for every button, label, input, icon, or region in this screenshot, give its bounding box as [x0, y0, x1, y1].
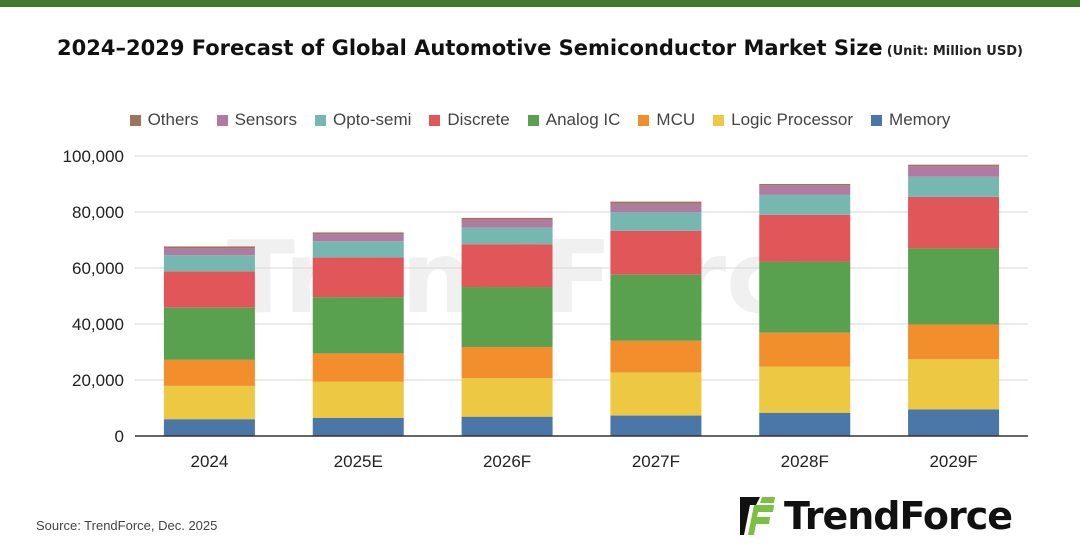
bar-segment-mcu [610, 340, 702, 373]
bar-segment-opto-semi [908, 176, 1000, 197]
bar-segment-analog-ic [759, 261, 851, 333]
legend-swatch [129, 114, 141, 126]
bar-segment-others [908, 164, 1000, 167]
bar-segment-sensors [610, 203, 702, 213]
legend-label: Discrete [447, 110, 510, 129]
source-note: Source: TrendForce, Dec. 2025 [36, 518, 218, 533]
bar-segment-analog-ic [908, 248, 1000, 325]
legend-label: Others [147, 110, 199, 129]
chart-title: 2024–2029 Forecast of Global Automotive … [0, 36, 1080, 60]
bar-segment-memory [461, 416, 553, 436]
title-text: 2024–2029 Forecast of Global Automotive … [57, 36, 883, 60]
bar-segment-mcu [759, 332, 851, 367]
bar-segment-logic-processor [908, 359, 1000, 410]
bar-segment-others [461, 217, 553, 220]
bar-segment-memory [908, 409, 1000, 436]
y-tick-label: 100,000 [63, 147, 124, 166]
bar-segment-opto-semi [461, 227, 553, 245]
legend-label: Sensors [234, 110, 297, 129]
bar-segment-logic-processor [759, 366, 851, 413]
bar-segment-sensors [312, 234, 404, 242]
bar-segment-logic-processor [163, 385, 255, 420]
x-tick-label: 2029F [929, 452, 977, 471]
legend-item: MCU [638, 110, 695, 130]
bar-segment-discrete [759, 214, 851, 262]
y-tick-label: 80,000 [72, 203, 124, 222]
legend-label: MCU [656, 110, 696, 129]
x-tick-label: 2025E [334, 452, 383, 471]
legend-swatch [638, 114, 650, 126]
bar-segment-discrete [908, 196, 1000, 249]
legend-label: Memory [889, 110, 951, 129]
bar-segment-logic-processor [610, 372, 702, 416]
bar-segment-logic-processor [312, 381, 404, 418]
bar-segment-opto-semi [610, 212, 702, 231]
legend-item: Opto-semi [314, 110, 412, 130]
unit-label: (Unit: Million USD) [886, 44, 1023, 59]
x-tick-label: 2024 [191, 452, 229, 471]
y-tick-label: 0 [115, 427, 124, 446]
bar-segment-discrete [163, 271, 255, 308]
legend-swatch [527, 114, 539, 126]
legend-item: Analog IC [527, 110, 621, 130]
bar-segment-discrete [610, 230, 702, 275]
top-accent-bar [0, 0, 1080, 7]
legend-label: Logic Processor [731, 110, 854, 129]
trendforce-logo: TrendForce [738, 494, 1013, 538]
bar-segment-sensors [759, 185, 851, 195]
legend-label: Analog IC [545, 110, 621, 129]
legend-label: Opto-semi [332, 110, 412, 129]
y-tick-label: 20,000 [72, 371, 124, 390]
legend-swatch [871, 114, 883, 126]
bar-segment-sensors [908, 166, 1000, 177]
x-tick-label: 2027F [632, 452, 680, 471]
legend-item: Logic Processor [713, 110, 853, 130]
y-tick-label: 60,000 [72, 259, 124, 278]
x-tick-label: 2028F [781, 452, 829, 471]
legend-swatch [314, 114, 326, 126]
bar-segment-mcu [908, 324, 1000, 360]
bar-segment-memory [163, 419, 255, 436]
bar-segment-analog-ic [610, 274, 702, 341]
bar-segment-memory [610, 415, 702, 436]
bar-segment-memory [759, 412, 851, 436]
logo-text: TrendForce [784, 494, 1013, 538]
bar-segment-logic-processor [461, 378, 553, 417]
bar-segment-opto-semi [312, 241, 404, 258]
bar-segment-mcu [163, 359, 255, 386]
legend-swatch [429, 114, 441, 126]
bar-segment-others [610, 201, 702, 204]
legend-item: Others [129, 110, 199, 130]
legend-swatch [713, 114, 725, 126]
bar-segment-analog-ic [163, 307, 255, 360]
bar-segment-others [759, 184, 851, 186]
legend: Others Sensors Opto-semi Discrete Analog IC M… [0, 110, 1080, 130]
bar-segment-discrete [312, 257, 404, 298]
x-tick-label: 2026F [483, 452, 531, 471]
legend-item: Discrete [429, 110, 510, 130]
bar-segment-mcu [461, 346, 553, 379]
bar-segment-discrete [461, 244, 553, 288]
bar-segment-opto-semi [759, 194, 851, 215]
bar-segment-others [163, 246, 255, 249]
bar-segment-opto-semi [163, 255, 255, 272]
legend-swatch [216, 114, 228, 126]
bar-segment-memory [312, 417, 404, 436]
legend-item: Memory [871, 110, 950, 130]
bar-segment-analog-ic [461, 287, 553, 347]
bar-segment-mcu [312, 353, 404, 382]
y-tick-label: 40,000 [72, 315, 124, 334]
bar-segment-others [312, 232, 404, 235]
bar-segment-analog-ic [312, 297, 404, 354]
bar-segment-sensors [461, 219, 553, 228]
legend-item: Sensors [216, 110, 297, 130]
logo-mark-icon [740, 497, 775, 535]
bar-segment-sensors [163, 248, 255, 256]
